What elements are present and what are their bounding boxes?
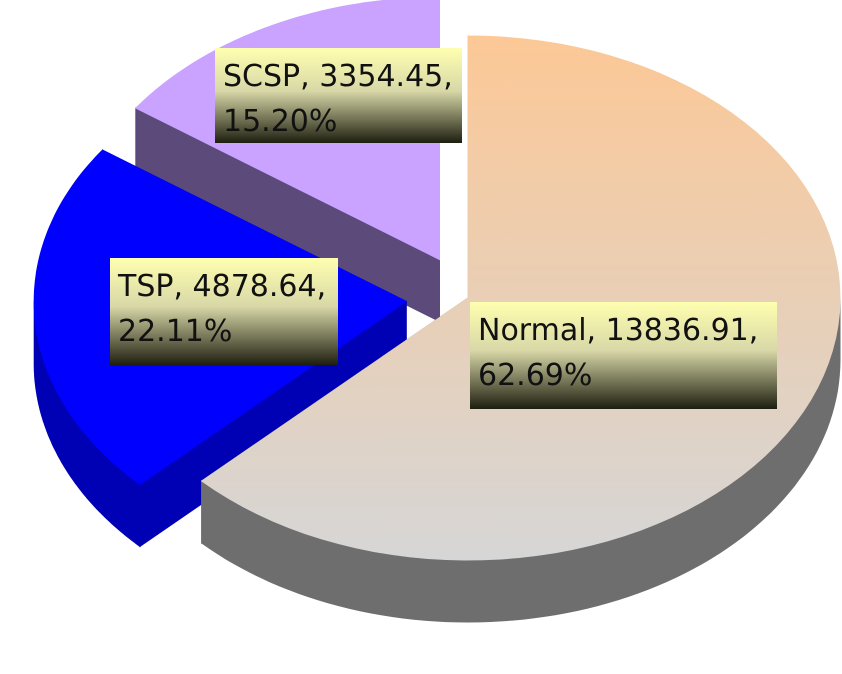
data-label-box (215, 48, 462, 143)
slice (200, 35, 841, 561)
data-label: 62.69% (478, 358, 592, 393)
data-label: TSP, 4878.64, (117, 269, 326, 304)
data-label: 22.11% (118, 314, 232, 349)
data-label: SCSP, 3354.45, (223, 59, 453, 94)
data-label-box (110, 258, 338, 365)
data-label: 15.20% (223, 104, 337, 139)
data-label: Normal, 13836.91, (478, 313, 758, 348)
data-label-box (470, 302, 777, 409)
